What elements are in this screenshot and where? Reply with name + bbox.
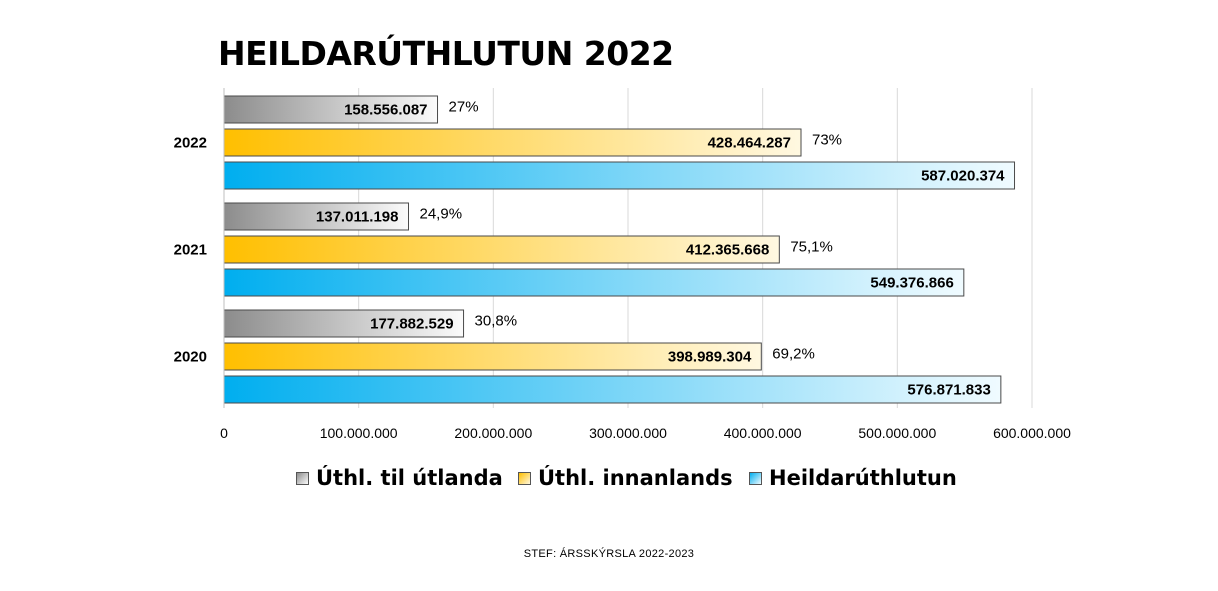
value-label-2021-series-0: 137.011.198: [316, 209, 399, 226]
x-tick-label: 200.000.000: [454, 425, 532, 441]
pct-label-2022-series-1: 73%: [812, 132, 842, 149]
category-label-2020: 2020: [174, 349, 207, 366]
bar-2020-series-2: [223, 375, 1002, 404]
value-label-2022-series-2: 587.020.374: [921, 168, 1005, 185]
legend-label: Úthl. innanlands: [538, 466, 733, 490]
x-tick-label: 300.000.000: [589, 425, 667, 441]
pct-label-2021-series-1: 75,1%: [790, 239, 833, 256]
legend-item-series-2: Heildarúthlutun: [749, 466, 957, 490]
pct-label-2020-series-0: 30,8%: [475, 313, 518, 330]
bar-2020-series-1: [223, 342, 762, 371]
pct-label-2021-series-0: 24,9%: [420, 206, 463, 223]
chart-legend: Úthl. til útlanda Úthl. innanlands Heildar…: [0, 466, 1218, 498]
legend-item-series-0: Úthl. til útlanda: [296, 466, 503, 490]
category-label-2021: 2021: [174, 242, 207, 259]
value-label-2022-series-0: 158.556.087: [344, 102, 427, 119]
legend-swatch-icon: [518, 471, 531, 485]
x-tick-label: 100.000.000: [320, 425, 398, 441]
value-label-2021-series-2: 549.376.866: [870, 275, 953, 292]
legend-label: Úthl. til útlanda: [316, 466, 503, 490]
x-tick-label: 600.000.000: [993, 425, 1071, 441]
x-tick-label: 500.000.000: [858, 425, 936, 441]
legend-swatch-icon: [749, 471, 762, 485]
value-label-2020-series-0: 177.882.529: [370, 316, 453, 333]
bar-2022-series-2: [223, 161, 1016, 190]
bar-2020-series-0: [223, 309, 465, 338]
value-label-2021-series-1: 412.365.668: [686, 242, 769, 259]
pct-label-2022-series-0: 27%: [449, 99, 479, 116]
x-tick-label: 400.000.000: [724, 425, 802, 441]
legend-swatch-icon: [296, 471, 309, 485]
value-label-2022-series-1: 428.464.287: [708, 135, 791, 152]
bar-2021-series-0: [223, 202, 410, 231]
x-tick-label: 0: [220, 425, 228, 441]
legend-item-series-1: Úthl. innanlands: [518, 466, 733, 490]
category-label-2022: 2022: [174, 135, 207, 152]
bar-2021-series-1: [223, 235, 780, 264]
bar-2022-series-0: [223, 95, 439, 124]
value-label-2020-series-1: 398.989.304: [668, 349, 752, 366]
bar-chart: 2022 158.556.087 27% 428.464.287 73% 587.020.…: [174, 88, 1071, 441]
value-label-2020-series-2: 576.871.833: [907, 382, 990, 399]
pct-label-2020-series-1: 69,2%: [772, 346, 815, 363]
bar-2021-series-2: [223, 268, 965, 297]
chart-title: HEILDARÚTHLUTUN 2022: [218, 34, 674, 73]
page-footer: STEF: ÁRSSKÝRSLA 2022-2023: [523, 548, 695, 560]
legend-label: Heildarúthlutun: [769, 466, 957, 490]
